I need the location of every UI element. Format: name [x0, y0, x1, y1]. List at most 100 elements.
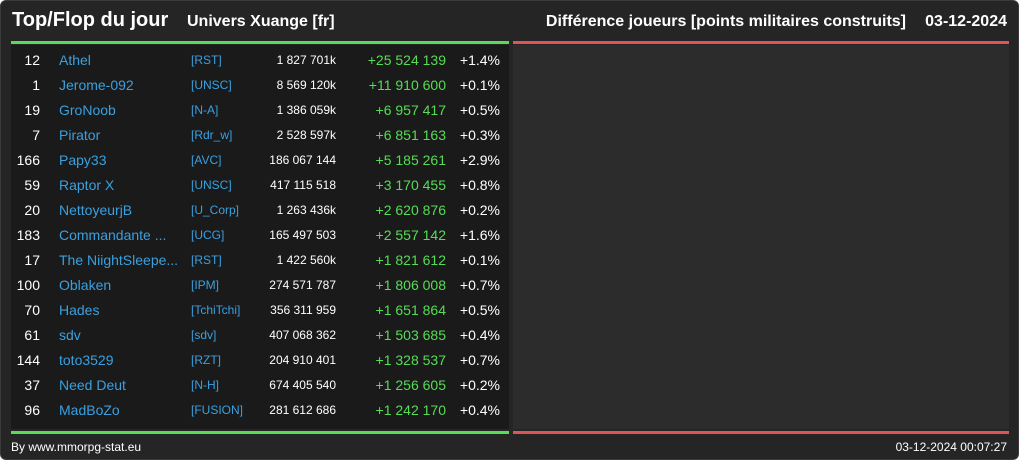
player-name-link[interactable]: Papy33 [59, 152, 107, 168]
player-rank: 144 [16, 352, 40, 368]
player-row: 96 MadBoZo [FUSION] 281 612 686 +1 242 170 +0… [11, 398, 509, 423]
player-rank: 7 [32, 127, 40, 143]
player-row: 20 NettoyeurjB [U_Corp] 1 263 436k +2 620 87… [11, 198, 509, 223]
player-row: 19 GroNoob [N-A] 1 386 059k +6 957 417 +0.5% [11, 98, 509, 123]
player-row: 144 toto3529 [RZT] 204 910 401 +1 328 537 +0.… [11, 348, 509, 373]
alliance-link[interactable]: [IPM] [191, 278, 220, 292]
player-points: 204 910 401 [269, 353, 336, 367]
player-points: 1 827 701k [276, 53, 336, 67]
player-points: 186 067 144 [269, 153, 336, 167]
alliance-link[interactable]: [AVC] [191, 153, 222, 167]
player-row: 12 Athel [RST] 1 827 701k +25 524 139 +1.4% [11, 48, 509, 73]
player-points: 674 405 540 [269, 378, 336, 392]
date-label: 03-12-2024 [925, 13, 1007, 30]
player-name-link[interactable]: toto3529 [59, 352, 114, 368]
alliance-link[interactable]: [RST] [191, 53, 222, 67]
percent-change: +0.2% [459, 377, 500, 393]
player-points: 1 386 059k [276, 103, 336, 117]
player-name-link[interactable]: Oblaken [59, 277, 112, 293]
player-name-link[interactable]: Athel [59, 52, 91, 68]
player-name-link[interactable]: sdv [59, 327, 81, 343]
player-rank: 96 [24, 402, 40, 418]
alliance-link[interactable]: [UCG] [191, 228, 225, 242]
player-rank: 1 [32, 77, 40, 93]
player-name-link[interactable]: Need Deut [59, 377, 126, 393]
alliance-link[interactable]: [N-A] [191, 103, 219, 117]
alliance-link[interactable]: [FUSION] [191, 403, 244, 417]
player-name-link[interactable]: MadBoZo [59, 402, 120, 418]
player-points: 2 528 597k [276, 128, 336, 142]
alliance-link[interactable]: [N-H] [191, 378, 219, 392]
percent-change: +0.4% [459, 327, 500, 343]
percent-change: +0.3% [459, 127, 500, 143]
player-points: 407 068 362 [269, 328, 336, 342]
player-rank: 12 [24, 52, 40, 68]
player-row: 17 The NiightSleepe... [RST] 1 422 560k +1 8… [11, 248, 509, 273]
player-name-link[interactable]: Pirator [59, 127, 101, 143]
player-name-link[interactable]: Raptor X [59, 177, 115, 193]
player-rank: 37 [24, 377, 40, 393]
points-difference: +2 620 876 [375, 202, 446, 218]
percent-change: +0.4% [459, 402, 500, 418]
points-difference: +1 328 537 [375, 352, 446, 368]
alliance-link[interactable]: [Rdr_w] [191, 128, 233, 142]
player-rank: 70 [24, 302, 40, 318]
player-name-link[interactable]: Commandante ... [59, 227, 167, 243]
player-row: 7 Pirator [Rdr_w] 2 528 597k +6 851 163 +0.3% [11, 123, 509, 148]
source-credit: By www.mmorpg-stat.eu [11, 440, 142, 454]
alliance-link[interactable]: [U_Corp] [191, 203, 240, 217]
points-difference: +6 851 163 [375, 127, 446, 143]
player-rank: 61 [24, 327, 40, 343]
player-name-link[interactable]: GroNoob [59, 102, 116, 118]
player-rank: 19 [24, 102, 40, 118]
widget-title: Top/Flop du jour [12, 9, 169, 31]
top-players-list: 12 Athel [RST] 1 827 701k +25 524 139 +1.4% 1 J… [11, 45, 509, 429]
player-name-link[interactable]: The NiightSleepe... [59, 252, 179, 268]
player-rank: 20 [24, 202, 40, 218]
percent-change: +1.6% [459, 227, 500, 243]
player-points: 1 263 436k [276, 203, 336, 217]
player-points: 8 569 120k [276, 78, 336, 92]
player-row: 61 sdv [sdv] 407 068 362 +1 503 685 +0.4% [11, 323, 509, 348]
points-difference: +25 524 139 [367, 52, 446, 68]
player-row: 59 Raptor X [UNSC] 417 115 518 +3 170 455 +0.… [11, 173, 509, 198]
flop-players-list [513, 45, 1009, 429]
percent-change: +0.5% [459, 302, 500, 318]
alliance-link[interactable]: [UNSC] [191, 78, 232, 92]
player-points: 165 497 503 [269, 228, 336, 242]
player-name-link[interactable]: Jerome-092 [59, 77, 134, 93]
player-row: 70 Hades [TchiTchi] 356 311 959 +1 651 864 +0… [11, 298, 509, 323]
alliance-link[interactable]: [RST] [191, 253, 222, 267]
player-name-link[interactable]: NettoyeurjB [59, 202, 133, 218]
player-rank: 59 [24, 177, 40, 193]
top-divider [11, 41, 509, 44]
percent-change: +0.7% [459, 277, 500, 293]
points-difference: +3 170 455 [375, 177, 446, 193]
player-row: 100 Oblaken [IPM] 274 571 787 +1 806 008 +0.7… [11, 273, 509, 298]
points-difference: +1 256 605 [375, 377, 446, 393]
percent-change: +0.7% [459, 352, 500, 368]
flop-divider [513, 41, 1009, 44]
player-row: 166 Papy33 [AVC] 186 067 144 +5 185 261 +2.9% [11, 148, 509, 173]
generated-timestamp: 03-12-2024 00:07:27 [895, 440, 1007, 454]
alliance-link[interactable]: [UNSC] [191, 178, 232, 192]
player-rank: 100 [16, 277, 40, 293]
percent-change: +0.1% [459, 77, 500, 93]
percent-change: +2.9% [459, 152, 500, 168]
alliance-link[interactable]: [TchiTchi] [191, 303, 241, 317]
universe-label: Univers Xuange [fr] [187, 13, 335, 30]
percent-change: +1.4% [459, 52, 500, 68]
player-name-link[interactable]: Hades [59, 302, 100, 318]
points-difference: +1 651 864 [375, 302, 446, 318]
player-row: 183 Commandante ... [UCG] 165 497 503 +2 557… [11, 223, 509, 248]
alliance-link[interactable]: [sdv] [191, 328, 217, 342]
percent-change: +0.8% [459, 177, 500, 193]
player-row: 37 Need Deut [N-H] 674 405 540 +1 256 605 +0.… [11, 373, 509, 398]
top-bottom-divider [11, 431, 509, 434]
percent-change: +0.1% [459, 252, 500, 268]
percent-change: +0.2% [459, 202, 500, 218]
alliance-link[interactable]: [RZT] [191, 353, 221, 367]
percent-change: +0.5% [459, 102, 500, 118]
points-difference: +1 821 612 [375, 252, 446, 268]
